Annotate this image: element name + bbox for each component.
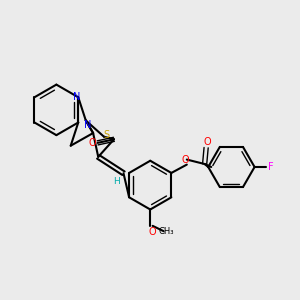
Text: O: O [182, 154, 189, 165]
Text: O: O [204, 137, 212, 147]
Text: N: N [73, 92, 80, 102]
Text: CH₃: CH₃ [159, 227, 174, 236]
Text: F: F [268, 162, 274, 172]
Text: O: O [88, 138, 96, 148]
Text: H: H [114, 177, 120, 186]
Text: O: O [149, 227, 156, 237]
Text: N: N [84, 120, 91, 130]
Text: S: S [103, 130, 110, 140]
